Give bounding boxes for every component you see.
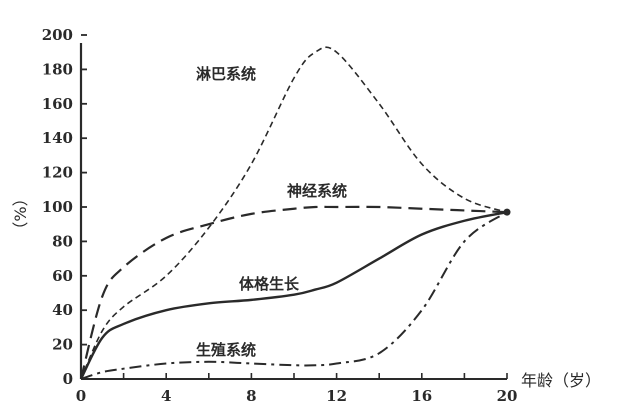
y-axis-title: （%） xyxy=(11,190,30,237)
y-tick-label: 180 xyxy=(42,60,73,78)
label-reproductive-system: 生殖系统 xyxy=(196,341,256,359)
x-tick-label: 0 xyxy=(76,387,86,405)
x-tick-label: 4 xyxy=(161,387,171,405)
series-line-3 xyxy=(80,211,508,380)
y-tick-label: 40 xyxy=(52,301,73,319)
y-tick-label: 60 xyxy=(52,267,73,285)
x-tick-label: 20 xyxy=(497,387,518,405)
y-tick-label: 120 xyxy=(42,164,73,182)
label-nervous-system: 神经系统 xyxy=(287,182,347,200)
series-line-1 xyxy=(79,205,508,380)
series-line-2 xyxy=(79,210,508,380)
y-tick-label: 80 xyxy=(52,232,73,250)
axes: 0 20 40 60 80 100 120 140 160 180 200 0 4 8 12 16 20 xyxy=(42,26,518,405)
y-tick-label: 20 xyxy=(52,336,73,354)
x-tick-label: 12 xyxy=(326,387,347,405)
x-tick-label: 8 xyxy=(246,387,256,405)
x-axis-title: 年龄（岁） xyxy=(521,371,601,390)
x-tick-label: 16 xyxy=(411,387,432,405)
y-tick-label: 200 xyxy=(42,26,73,44)
label-body-growth: 体格生长 xyxy=(239,275,300,293)
series-line-0 xyxy=(80,46,508,380)
convergence-point xyxy=(503,208,511,216)
y-tick-label: 140 xyxy=(42,129,73,147)
label-lymph-system: 淋巴系统 xyxy=(196,65,256,83)
y-tick-label: 100 xyxy=(42,198,73,216)
y-tick-label: 0 xyxy=(63,370,73,388)
y-tick-label: 160 xyxy=(42,95,73,113)
series-lines xyxy=(79,46,511,380)
